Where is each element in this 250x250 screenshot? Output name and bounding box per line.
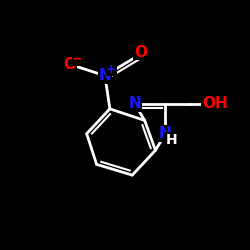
Text: N: N	[128, 96, 141, 111]
Text: −: −	[72, 52, 83, 66]
Text: OH: OH	[202, 96, 228, 111]
Text: N: N	[98, 68, 111, 83]
Text: H: H	[166, 132, 177, 146]
Text: +: +	[106, 63, 117, 76]
Text: O: O	[63, 58, 76, 72]
Text: N: N	[159, 126, 172, 141]
Text: O: O	[134, 44, 147, 60]
